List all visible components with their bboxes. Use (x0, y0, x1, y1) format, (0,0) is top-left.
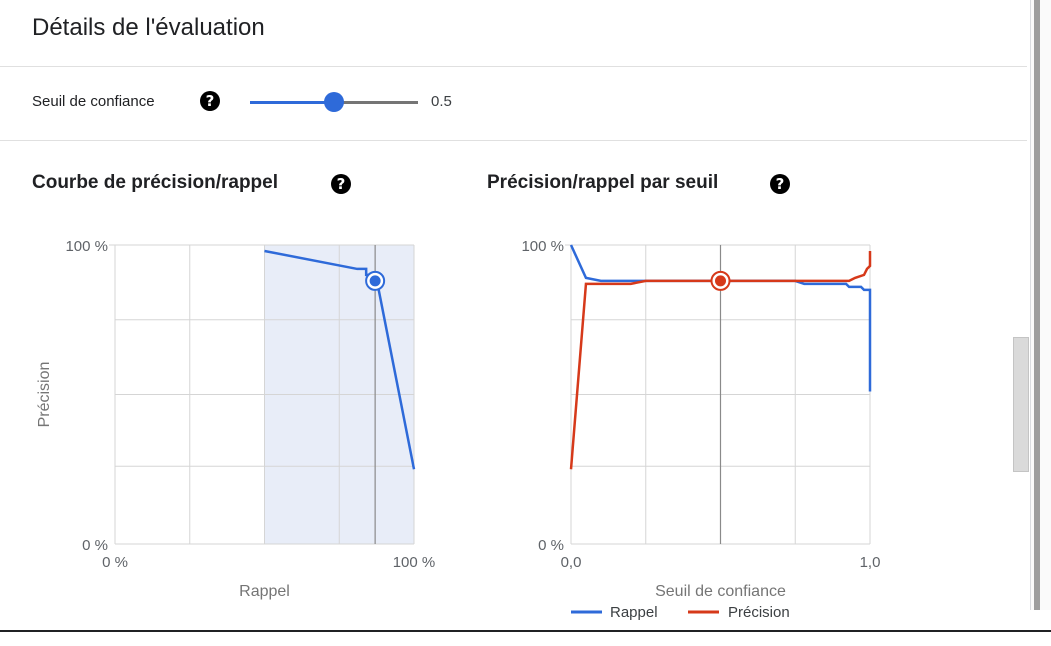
x-tick-label: 0,0 (561, 554, 582, 571)
slider-track-inactive (334, 101, 418, 104)
pr-curve-title: Courbe de précision/rappel (32, 172, 278, 193)
threshold-marker-dot (715, 275, 726, 287)
threshold-marker-dot (369, 275, 381, 287)
charts-canvas: 100 % 0 % 0 % 100 % Rappel Précision 100… (36, 238, 880, 621)
threshold-chart-title: Précision/rappel par seuil (487, 172, 719, 193)
page-title: Détails de l'évaluation (32, 14, 265, 41)
slider-track-active (250, 101, 334, 104)
x-tick-label: 1,0 (860, 554, 881, 571)
gridlines (109, 244, 415, 545)
section-divider (0, 140, 1027, 141)
slider-thumb[interactable] (324, 92, 344, 112)
series-line-rappel (569, 244, 872, 392)
series-line-precision (569, 250, 872, 470)
threshold-value: 0.5 (431, 93, 452, 110)
x-tick-label: 0 % (102, 554, 128, 571)
help-circle-icon[interactable]: ? (770, 174, 790, 194)
x-axis-title: Rappel (239, 583, 290, 600)
x-axis-title: Seuil de confiance (655, 583, 786, 600)
y-tick-label: 0 % (82, 537, 108, 554)
scrollbar-edge (1034, 0, 1040, 610)
legend-label-precision: Précision (728, 604, 790, 621)
y-tick-label: 0 % (538, 537, 564, 554)
threshold-slider[interactable] (250, 92, 418, 115)
bottom-edge (0, 630, 1051, 646)
y-tick-label: 100 % (65, 238, 108, 255)
help-circle-icon[interactable]: ? (331, 174, 351, 194)
y-tick-label: 100 % (521, 238, 564, 255)
pr-curve-chart: 100 % 0 % 0 % 100 % Rappel Précision (36, 238, 435, 600)
scrollbar-thumb[interactable] (1013, 337, 1029, 472)
header-divider (0, 66, 1027, 67)
threshold-chart: 100 % 0 % 0,0 1,0 Seuil de confiance Rap… (521, 238, 880, 621)
legend-label-rappel: Rappel (610, 604, 658, 621)
threshold-label: Seuil de confiance (32, 93, 155, 110)
help-circle-icon[interactable]: ? (200, 91, 220, 111)
y-axis-title: Précision (36, 362, 53, 428)
x-tick-label: 100 % (393, 554, 436, 571)
